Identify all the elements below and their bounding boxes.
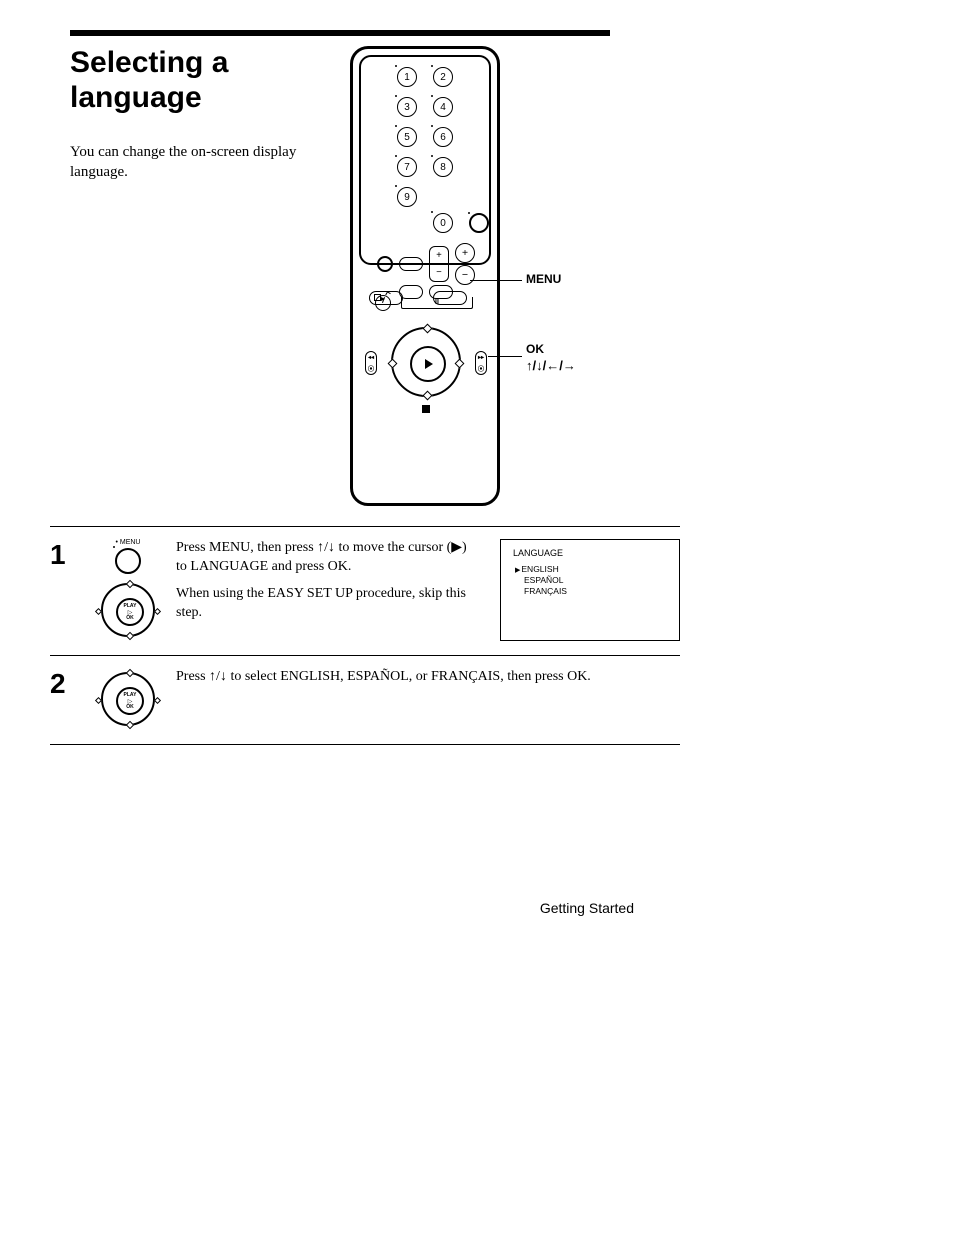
ok-play-button: [410, 346, 446, 382]
callout-menu: MENU: [526, 272, 561, 286]
step-2: 2 PLAY ▷ OK: [50, 655, 680, 745]
step-1-text-1: Press MENU, then press ↑/↓ to move the c…: [176, 539, 478, 577]
callout-line-ok: [488, 356, 522, 357]
rewind-button: ◂◂⦿: [365, 351, 377, 375]
header-row: Selecting a language You can change the …: [70, 46, 904, 506]
screen-item-english: ENGLISH: [515, 564, 559, 574]
num-4-button: 4: [433, 97, 453, 117]
callout-line-menu: [470, 280, 522, 281]
num-1-button: 1: [397, 67, 417, 87]
step-1: 1 • MENU PLAY ▷ OK: [50, 526, 680, 655]
callout-arrows: ↑/↓/←/→: [526, 358, 576, 373]
step-number: 1: [50, 539, 80, 641]
num-3-button: 3: [397, 97, 417, 117]
num-9-button: 9: [397, 187, 417, 207]
forward-button: ▸▸⦿: [475, 351, 487, 375]
dpad: ◂◂⦿ ▸▸⦿: [371, 317, 481, 407]
dpad-right-icon: [455, 359, 465, 369]
step-1-text-2: When using the EASY SET UP procedure, sk…: [176, 585, 478, 623]
num-6-button: 6: [433, 127, 453, 147]
screen-language-box: LANGUAGE ENGLISH ESPAÑOL FRANÇAIS: [500, 539, 680, 641]
dpad-left-icon: [388, 359, 398, 369]
footer-section-label: Getting Started: [540, 900, 634, 916]
num-8-button: 8: [433, 157, 453, 177]
num-7-button: 7: [397, 157, 417, 177]
dpad-up-icon: [423, 324, 433, 334]
remote-illustration: 1 2 3 4 5 6 7 8 9 0: [350, 46, 500, 506]
enter-button: [469, 213, 489, 233]
volume-up-icon: +: [455, 243, 475, 263]
dpad-icon: PLAY ▷ OK: [97, 579, 159, 641]
stop-icon: [422, 405, 430, 413]
num-0-button: 0: [433, 213, 453, 233]
section-rule: [70, 30, 610, 36]
oval-button-1: [399, 257, 423, 271]
intro-text: You can change the on-screen display lan…: [70, 143, 320, 182]
screen-title: LANGUAGE: [513, 548, 667, 558]
pause-indicator: II: [401, 297, 473, 309]
menu-button-icon: • MENU: [111, 539, 145, 573]
screen-item-francais: FRANÇAIS: [515, 586, 667, 597]
step-2-text: Press ↑/↓ to select ENGLISH, ESPAÑOL, or…: [176, 668, 670, 687]
num-2-button: 2: [433, 67, 453, 87]
timer-icon: [375, 295, 391, 311]
num-5-button: 5: [397, 127, 417, 147]
power-icon: [377, 256, 393, 272]
screen-item-espanol: ESPAÑOL: [515, 575, 667, 586]
dpad-down-icon: [423, 391, 433, 401]
steps-list: 1 • MENU PLAY ▷ OK: [50, 526, 680, 745]
page-title: Selecting a language: [70, 46, 320, 115]
number-pad: 1 2 3 4 5 6 7 8 9: [361, 57, 493, 213]
callout-ok: OK: [526, 342, 544, 356]
dpad-icon: PLAY ▷ OK: [97, 668, 159, 730]
step-number: 2: [50, 668, 80, 730]
